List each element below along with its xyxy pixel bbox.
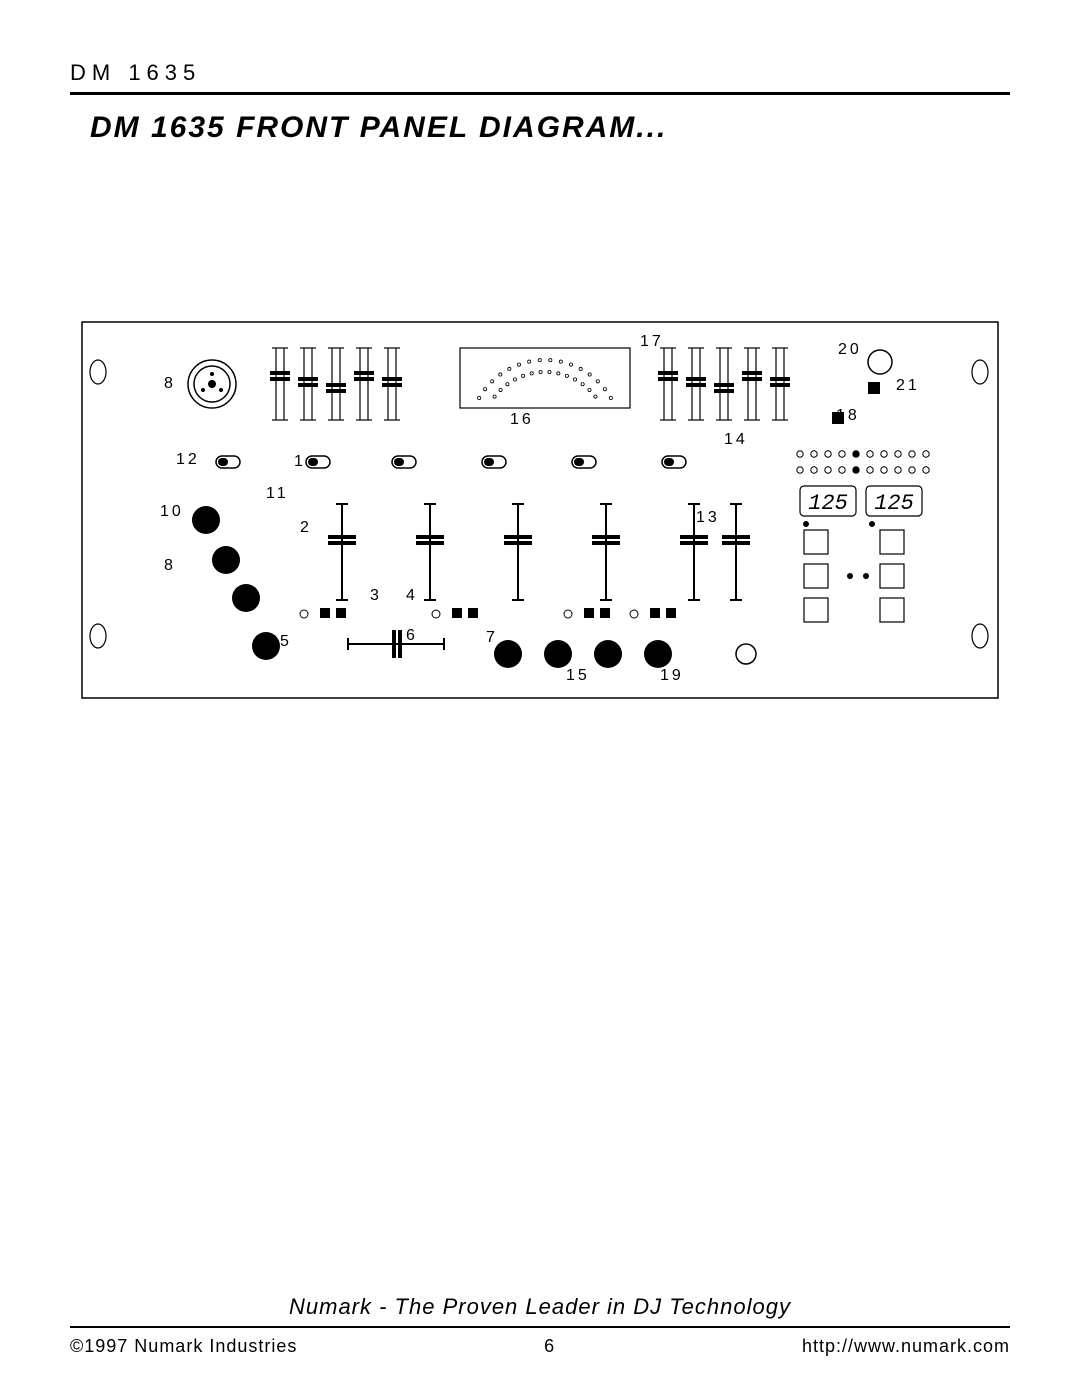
svg-text:7: 7	[486, 629, 498, 646]
svg-text:4: 4	[406, 587, 418, 604]
footer-rule	[70, 1326, 1010, 1328]
svg-text:21: 21	[896, 377, 920, 394]
svg-text:11: 11	[266, 485, 289, 502]
footer-url: http://www.numark.com	[802, 1336, 1010, 1357]
page-title: DM 1635 FRONT PANEL DIAGRAM...	[90, 111, 1010, 145]
diagram-svg: 125125172021816181412111102138345671519	[80, 320, 1000, 700]
svg-text:10: 10	[160, 503, 184, 520]
svg-text:19: 19	[660, 667, 684, 684]
svg-text:2: 2	[300, 519, 312, 536]
svg-text:17: 17	[640, 333, 664, 350]
footer: Numark - The Proven Leader in DJ Technol…	[70, 1294, 1010, 1357]
svg-text:3: 3	[370, 587, 382, 604]
svg-text:15: 15	[566, 667, 590, 684]
svg-text:18: 18	[836, 407, 860, 424]
svg-text:16: 16	[510, 411, 534, 428]
svg-text:1: 1	[294, 453, 306, 470]
svg-text:14: 14	[724, 431, 748, 448]
header-model: DM 1635	[70, 60, 1010, 86]
svg-text:8: 8	[164, 375, 176, 392]
svg-text:6: 6	[406, 627, 418, 644]
svg-text:8: 8	[164, 557, 176, 574]
svg-text:125: 125	[808, 491, 848, 516]
footer-tagline: Numark - The Proven Leader in DJ Technol…	[70, 1294, 1010, 1320]
svg-text:5: 5	[280, 633, 292, 650]
svg-text:13: 13	[696, 509, 720, 526]
header-rule	[70, 92, 1010, 95]
front-panel-diagram: 125125172021816181412111102138345671519	[80, 320, 1000, 700]
footer-copyright: ©1997 Numark Industries	[70, 1336, 297, 1357]
footer-page: 6	[544, 1336, 555, 1357]
svg-text:12: 12	[176, 451, 200, 468]
svg-text:125: 125	[874, 491, 914, 516]
svg-text:20: 20	[838, 341, 862, 358]
